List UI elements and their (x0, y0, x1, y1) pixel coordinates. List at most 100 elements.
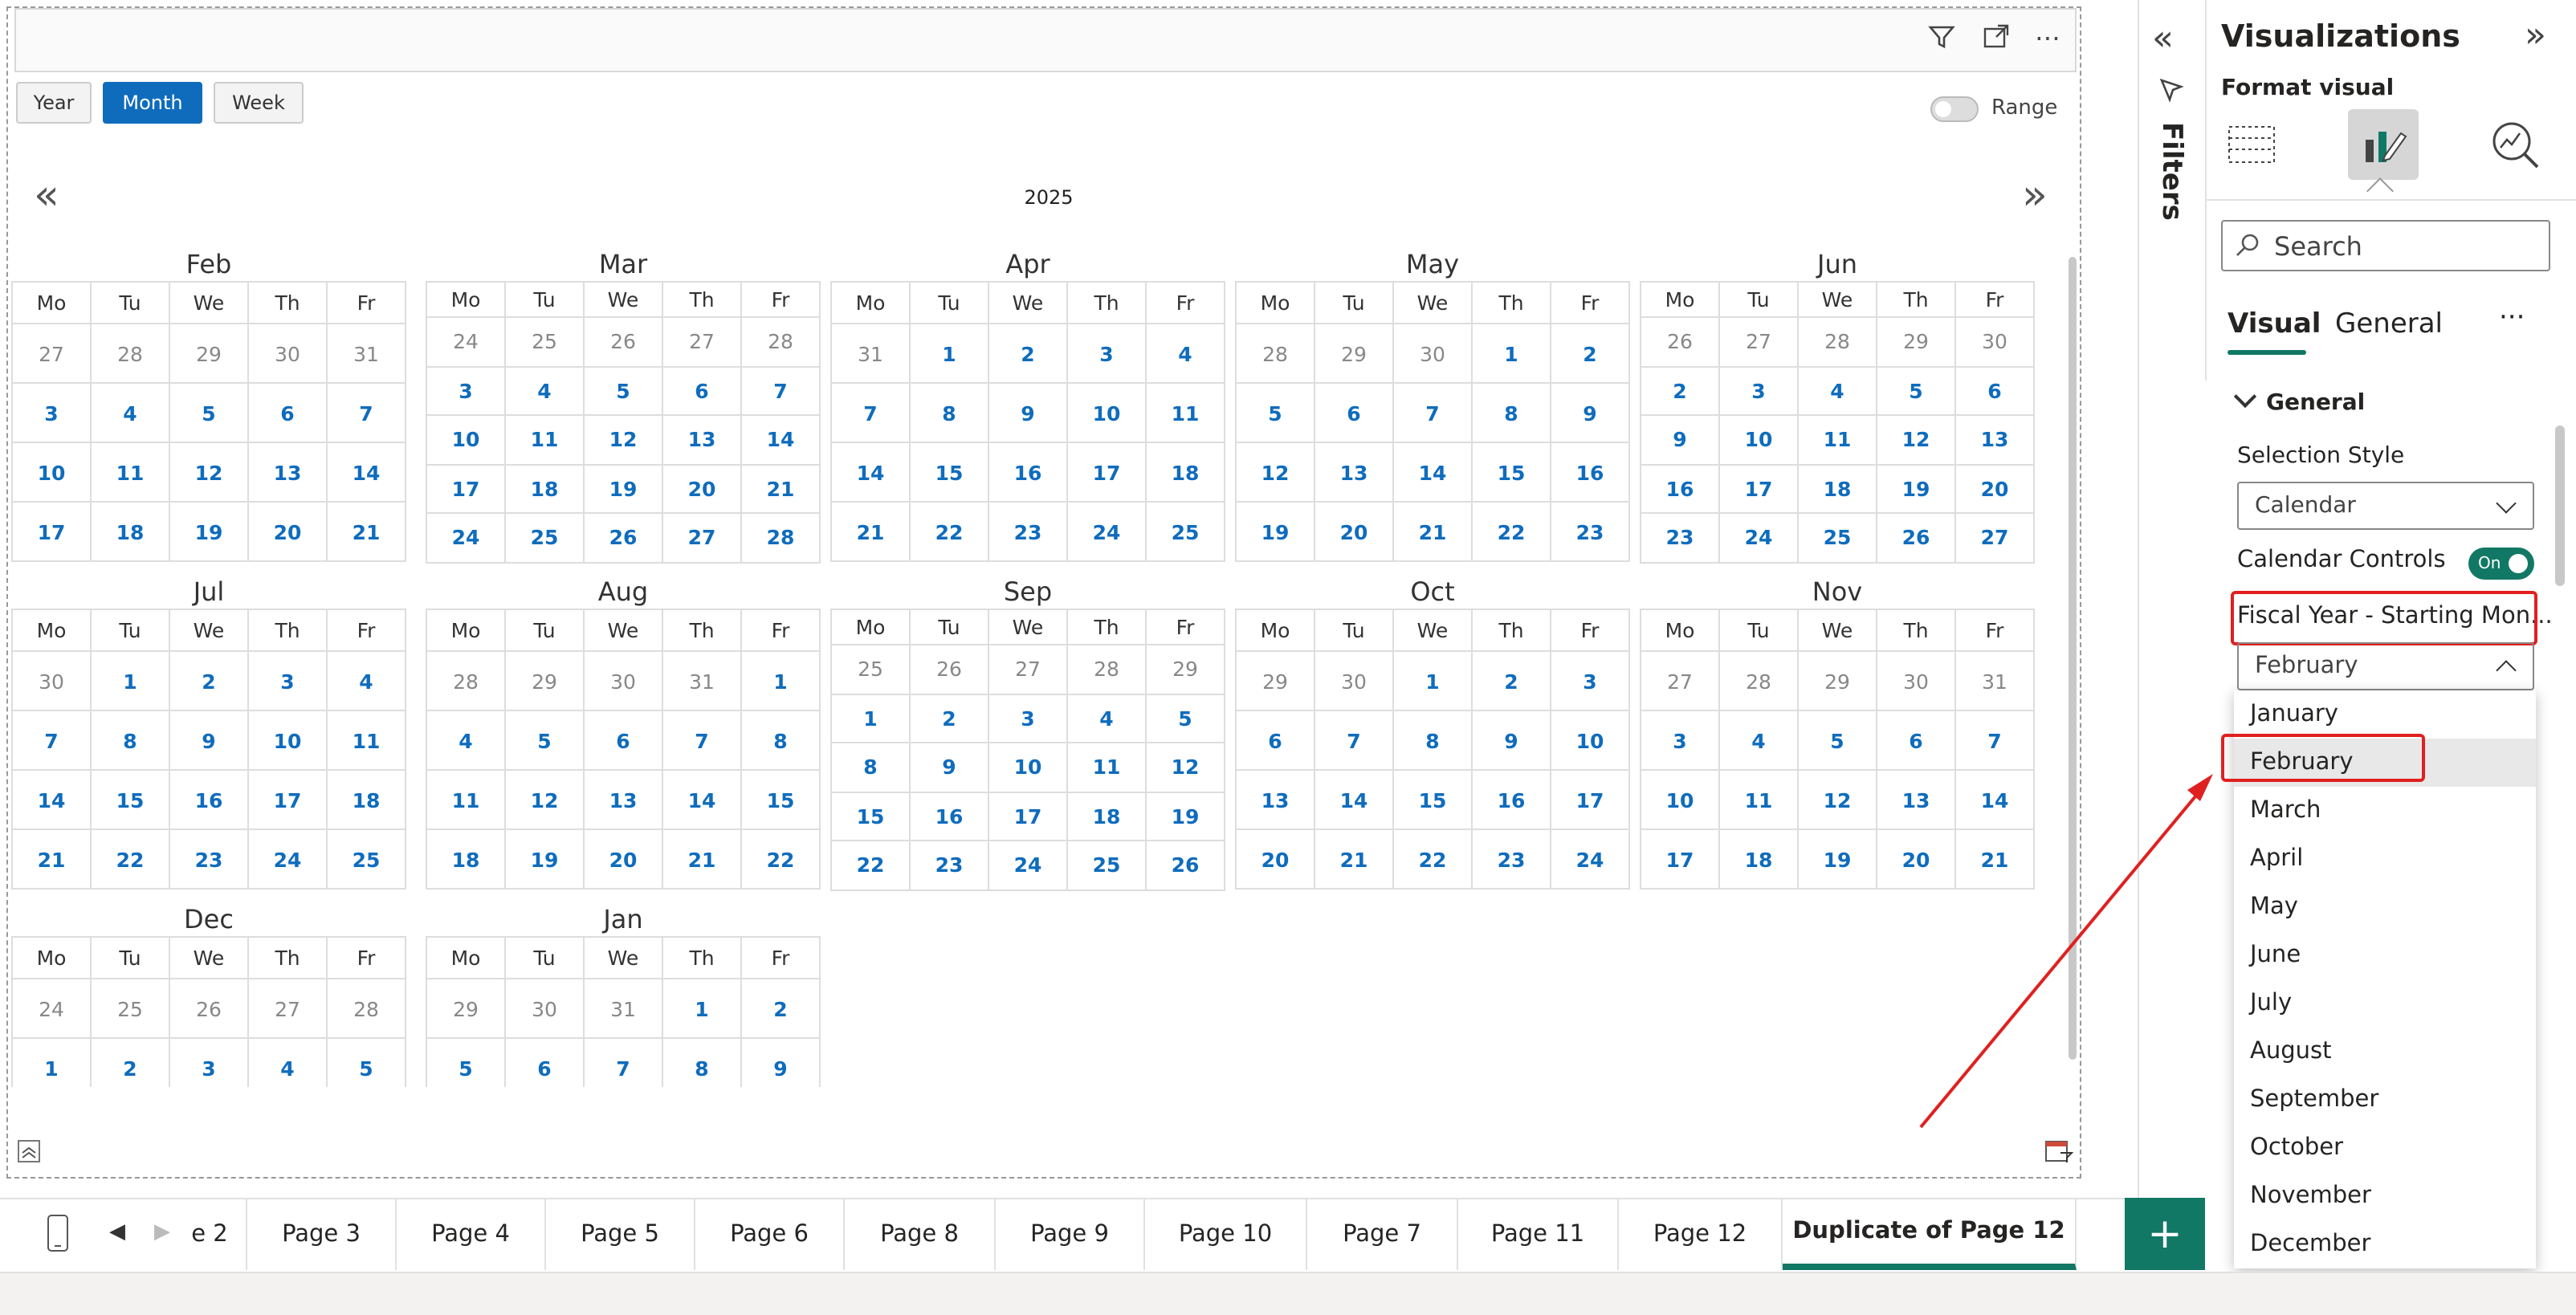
day-cell[interactable]: 25 (506, 514, 585, 563)
day-cell[interactable]: 25 (1068, 841, 1147, 890)
day-cell[interactable]: 21 (1394, 503, 1473, 562)
day-cell[interactable]: 8 (92, 711, 170, 771)
day-cell[interactable]: 31 (1956, 652, 2035, 711)
day-cell[interactable]: 9 (170, 711, 249, 771)
day-cell[interactable]: 18 (328, 771, 406, 830)
day-cell[interactable]: 12 (1237, 443, 1315, 503)
month-option[interactable]: June (2250, 942, 2301, 968)
day-cell[interactable]: 6 (1877, 711, 1956, 771)
day-cell[interactable]: 2 (1551, 324, 1630, 384)
day-cell[interactable]: 6 (1315, 384, 1394, 443)
day-cell[interactable]: 16 (1641, 465, 1720, 514)
day-cell[interactable]: 7 (1956, 711, 2035, 771)
day-cell[interactable]: 1 (742, 652, 821, 711)
page-tab[interactable]: Page 4 (397, 1199, 546, 1270)
day-cell[interactable]: 26 (911, 645, 989, 694)
day-cell[interactable]: 10 (249, 711, 328, 771)
day-cell[interactable]: 7 (1394, 384, 1473, 443)
calendar-scrollbar[interactable] (2069, 257, 2077, 1060)
day-cell[interactable]: 18 (506, 465, 585, 514)
day-cell[interactable]: 12 (1877, 416, 1956, 465)
day-cell[interactable]: 5 (1877, 367, 1956, 416)
page-tab[interactable]: Page 11 (1458, 1199, 1619, 1270)
day-cell[interactable]: 5 (585, 367, 663, 416)
day-cell[interactable]: 4 (1147, 324, 1225, 384)
month-option[interactable]: October (2250, 1135, 2344, 1161)
day-cell[interactable]: 24 (1068, 503, 1147, 562)
day-cell[interactable]: 19 (170, 503, 249, 562)
day-cell[interactable]: 28 (92, 324, 170, 384)
next-year-button[interactable]: » (2022, 172, 2048, 220)
pane-scrollbar[interactable] (2555, 425, 2565, 586)
day-cell[interactable]: 30 (506, 979, 585, 1039)
day-cell[interactable]: 6 (1237, 711, 1315, 771)
day-cell[interactable]: 8 (742, 711, 821, 771)
day-cell[interactable]: 13 (585, 771, 663, 830)
month-option[interactable]: May (2250, 894, 2298, 920)
day-cell[interactable]: 10 (13, 443, 92, 503)
day-cell[interactable]: 11 (1799, 416, 1877, 465)
month-option[interactable]: November (2250, 1183, 2371, 1209)
day-cell[interactable]: 5 (1147, 694, 1225, 743)
day-cell[interactable]: 18 (1068, 792, 1147, 841)
focus-mode-icon[interactable] (1979, 19, 2014, 55)
day-cell[interactable]: 26 (585, 514, 663, 563)
day-cell[interactable]: 20 (585, 830, 663, 890)
day-cell[interactable]: 5 (427, 1039, 506, 1087)
day-cell[interactable]: 2 (989, 324, 1068, 384)
day-cell[interactable]: 2 (1473, 652, 1551, 711)
day-cell[interactable]: 7 (13, 711, 92, 771)
format-visual-icon[interactable] (2348, 109, 2419, 180)
day-cell[interactable]: 21 (742, 465, 821, 514)
day-cell[interactable]: 2 (170, 652, 249, 711)
day-cell[interactable]: 23 (1551, 503, 1630, 562)
day-cell[interactable]: 24 (13, 979, 92, 1039)
day-cell[interactable]: 28 (1720, 652, 1799, 711)
day-cell[interactable]: 30 (585, 652, 663, 711)
selection-style-dropdown[interactable]: Calendar (2237, 482, 2534, 530)
day-cell[interactable]: 13 (1315, 443, 1394, 503)
day-cell[interactable]: 30 (1315, 652, 1394, 711)
month-option[interactable]: March (2250, 798, 2321, 824)
mode-year-button[interactable]: Year (16, 82, 92, 124)
day-cell[interactable]: 6 (1956, 367, 2035, 416)
day-cell[interactable]: 27 (1956, 514, 2035, 563)
day-cell[interactable]: 26 (585, 318, 663, 367)
day-cell[interactable]: 4 (92, 384, 170, 443)
day-cell[interactable]: 9 (1641, 416, 1720, 465)
day-cell[interactable]: 29 (1799, 652, 1877, 711)
expand-pane-icon[interactable]: » (2525, 16, 2546, 56)
day-cell[interactable]: 25 (1147, 503, 1225, 562)
day-cell[interactable]: 6 (585, 711, 663, 771)
day-cell[interactable]: 19 (1237, 503, 1315, 562)
page-tab[interactable]: Page 10 (1145, 1199, 1307, 1270)
calendar-visual[interactable]: ⋯ Year Month Week Range « 2025 » Feb Mo Tu… (6, 6, 2081, 1179)
day-cell[interactable]: 23 (1473, 830, 1551, 890)
month-option[interactable]: April (2250, 846, 2304, 872)
day-cell[interactable]: 23 (170, 830, 249, 890)
day-cell[interactable]: 27 (13, 324, 92, 384)
day-cell[interactable]: 3 (1551, 652, 1630, 711)
day-cell[interactable]: 17 (13, 503, 92, 562)
day-cell[interactable]: 17 (427, 465, 506, 514)
day-cell[interactable]: 20 (1315, 503, 1394, 562)
day-cell[interactable]: 28 (1799, 318, 1877, 367)
day-cell[interactable]: 18 (1799, 465, 1877, 514)
page-tab[interactable]: Page 3 (247, 1199, 397, 1270)
day-cell[interactable]: 8 (911, 384, 989, 443)
day-cell[interactable]: 10 (1641, 771, 1720, 830)
day-cell[interactable]: 3 (1641, 711, 1720, 771)
day-cell[interactable]: 7 (832, 384, 911, 443)
day-cell[interactable]: 13 (249, 443, 328, 503)
day-cell[interactable]: 24 (1720, 514, 1799, 563)
day-cell[interactable]: 31 (832, 324, 911, 384)
day-cell[interactable]: 5 (1799, 711, 1877, 771)
day-cell[interactable]: 4 (427, 711, 506, 771)
range-toggle[interactable] (1930, 96, 1979, 122)
day-cell[interactable]: 9 (989, 384, 1068, 443)
month-option[interactable]: July (2250, 991, 2293, 1016)
day-cell[interactable]: 2 (911, 694, 989, 743)
day-cell[interactable]: 16 (1473, 771, 1551, 830)
day-cell[interactable]: 9 (742, 1039, 821, 1087)
fiscal-year-start-dropdown[interactable]: February (2237, 642, 2534, 690)
